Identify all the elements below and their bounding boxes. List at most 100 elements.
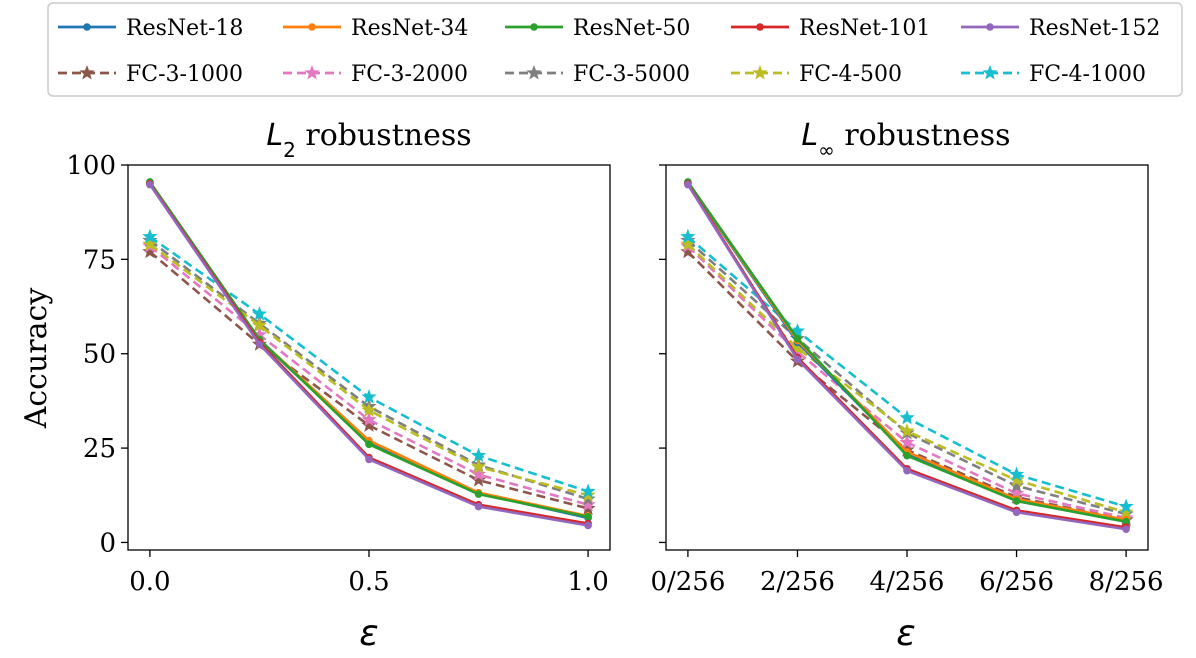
legend-marker-resnet-18 — [83, 23, 91, 31]
l2-line-resnet-152 — [148, 183, 589, 527]
l2-title-subscript: 2 — [283, 138, 296, 162]
legend-entry-fc-4-1000: FC-4-1000 — [961, 62, 1146, 87]
linf-point-fc-3-1000-0 — [680, 243, 696, 259]
legend-entry-resnet-152: ResNet-152 — [961, 16, 1160, 41]
linf-point-resnet-50-1 — [793, 334, 802, 343]
l2-series-resnet-34 — [146, 178, 592, 520]
linf-robustness-panel: L∞ robustness 0/256 2/256 4/256 6/256 8/256 … — [650, 118, 1163, 654]
l2-point-fc-4-500-3 — [470, 458, 487, 474]
linf-point-fc-4-1000-0 — [680, 228, 696, 244]
legend-marker-resnet-34 — [308, 23, 316, 31]
linf-x-tick-label-1: 2/256 — [760, 567, 835, 597]
l2-series-resnet-18 — [146, 178, 592, 522]
l2-y-tick-label-25: 25 — [83, 434, 116, 464]
l2-point-fc-4-1000-1 — [251, 306, 268, 321]
linf-x-tick-label-2: 4/256 — [870, 567, 945, 597]
l2-line-resnet-101 — [148, 183, 589, 525]
legend-entry-fc-4-500: FC-4-500 — [731, 62, 902, 87]
y-axis-label: Accuracy — [19, 288, 54, 430]
l2-x-axis-label: ε — [359, 613, 378, 654]
l2-point-resnet-152-0 — [146, 180, 154, 189]
legend-label-resnet-34: ResNet-34 — [351, 16, 468, 41]
legend-label-resnet-152: ResNet-152 — [1029, 16, 1160, 41]
linf-line-resnet-101 — [686, 183, 1127, 529]
legend-marker-fc-3-2000 — [304, 65, 320, 80]
l2-point-resnet-50-2 — [365, 440, 373, 449]
l2-point-fc-3-1000-0 — [142, 243, 158, 259]
linf-panel-title: L∞ robustness — [801, 118, 1010, 162]
linf-point-fc-4-1000-2 — [899, 409, 915, 425]
linf-point-resnet-152-2 — [903, 466, 911, 475]
l2-point-fc-4-500-2 — [361, 402, 377, 417]
legend-label-fc-4-1000: FC-4-1000 — [1029, 62, 1146, 87]
l2-line-resnet-18 — [148, 181, 589, 520]
l2-line-fc-3-2000 — [149, 245, 589, 506]
linf-point-resnet-50-3 — [1012, 497, 1021, 505]
linf-point-fc-3-2000-2 — [899, 434, 915, 449]
l2-point-fc-4-1000-2 — [361, 389, 377, 404]
legend-entry-resnet-34: ResNet-34 — [283, 16, 468, 41]
legend-marker-fc-4-1000 — [982, 65, 998, 80]
l2-point-resnet-152-4 — [584, 521, 592, 530]
l2-point-fc-3-2000-2 — [361, 411, 377, 427]
l2-x-tick-label-2: 1.0 — [567, 567, 608, 597]
linf-point-resnet-152-4 — [1122, 525, 1130, 534]
legend-marker-resnet-50 — [530, 23, 538, 31]
l2-point-fc-3-2000-3 — [470, 466, 487, 481]
linf-x-tick-label-4: 8/256 — [1089, 567, 1164, 597]
linf-point-fc-3-5000-3 — [1008, 477, 1025, 493]
l2-point-resnet-152-3 — [474, 502, 483, 511]
l2-series-resnet-50 — [146, 178, 592, 521]
legend-marker-resnet-101 — [756, 23, 764, 31]
legend: ResNet-18 ResNet-34 ResNet-50 ResNet-101 Res… — [47, 2, 1183, 97]
l2-point-fc-3-1000-2 — [361, 417, 377, 432]
legend-label-resnet-101: ResNet-101 — [799, 16, 930, 41]
linf-point-fc-4-500-0 — [680, 236, 696, 251]
linf-series-fc-3-1000 — [680, 243, 1134, 527]
linf-x-tick-label-0: 0/256 — [650, 567, 725, 597]
linf-x-axis-label: ε — [896, 613, 915, 654]
l2-x-tick-label-0: 0.0 — [129, 567, 170, 597]
linf-point-fc-4-500-3 — [1008, 472, 1025, 487]
linf-x-tick-label-3: 6/256 — [979, 567, 1054, 597]
legend-label-fc-4-500: FC-4-500 — [799, 62, 902, 87]
l2-point-resnet-50-3 — [474, 490, 483, 498]
l2-series-resnet-101 — [146, 180, 592, 528]
legend-marker-resnet-152 — [986, 23, 994, 31]
legend-entry-fc-3-1000: FC-3-1000 — [58, 62, 243, 87]
linf-title-text: robustness — [835, 118, 1011, 153]
legend-label-resnet-50: ResNet-50 — [573, 16, 690, 41]
l2-x-tick-label-1: 0.5 — [348, 567, 389, 597]
l2-point-resnet-152-1 — [255, 340, 264, 349]
linf-point-fc-3-2000-3 — [1008, 485, 1025, 500]
l2-point-fc-4-1000-4 — [580, 483, 596, 498]
l2-point-fc-4-500-1 — [251, 317, 268, 332]
l2-y-tick-label-100: 100 — [66, 151, 116, 181]
linf-series-fc-4-1000 — [680, 228, 1134, 514]
l2-panel-title: L2 robustness — [266, 118, 471, 162]
linf-point-fc-4-1000-1 — [789, 323, 806, 338]
l2-y-tick-label-0: 0 — [99, 528, 116, 558]
l2-point-fc-4-1000-0 — [142, 228, 158, 244]
linf-series-fc-3-5000 — [680, 232, 1134, 521]
l2-y-tick-label-50: 50 — [83, 340, 116, 370]
legend-entry-resnet-18: ResNet-18 — [58, 16, 243, 41]
linf-line-fc-3-5000 — [687, 239, 1127, 516]
legend-label-resnet-18: ResNet-18 — [126, 16, 243, 41]
l2-robustness-panel: L2 robustness 0.0 0.5 1.0 0 25 50 75 100 ε Acc… — [19, 118, 611, 654]
l2-point-resnet-50-4 — [584, 512, 592, 521]
linf-point-resnet-152-1 — [793, 355, 802, 364]
linf-point-resnet-152-0 — [684, 180, 692, 189]
l2-line-resnet-34 — [148, 181, 589, 518]
l2-point-fc-3-1000-3 — [470, 472, 487, 487]
l2-y-tick-label-75: 75 — [83, 245, 116, 275]
l2-title-text: robustness — [296, 118, 472, 153]
linf-point-fc-4-1000-4 — [1118, 498, 1134, 514]
linf-point-resnet-50-2 — [903, 451, 911, 460]
linf-series-fc-4-500 — [680, 236, 1134, 519]
l2-point-fc-3-2000-4 — [580, 496, 596, 512]
l2-series-resnet-152 — [146, 180, 592, 530]
legend-entry-fc-3-5000: FC-3-5000 — [505, 62, 690, 87]
legend-label-fc-3-1000: FC-3-1000 — [126, 62, 243, 87]
